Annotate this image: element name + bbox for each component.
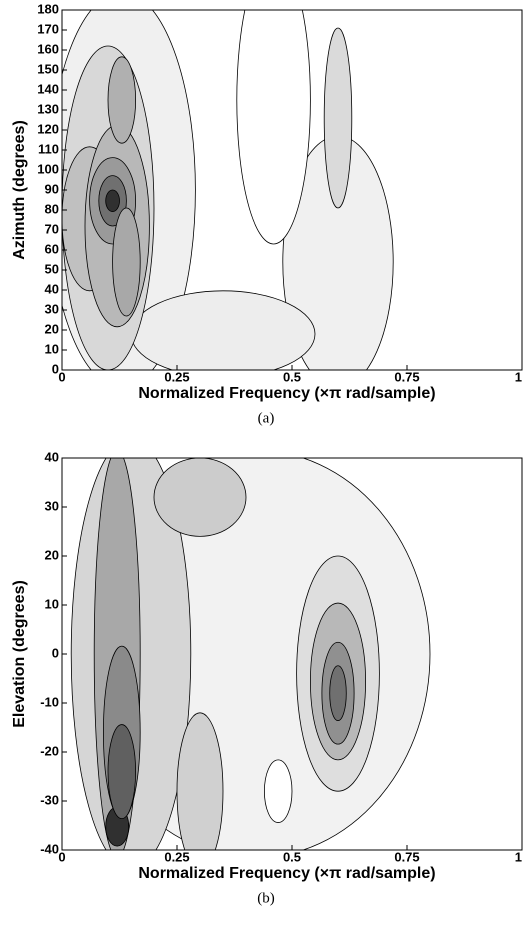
y-tick-label: 20 — [45, 547, 59, 562]
contour-region — [107, 724, 137, 820]
y-axis-label: Elevation (degrees) — [11, 580, 28, 728]
x-tick-label: 0.75 — [394, 369, 419, 384]
x-tick-label: 0 — [58, 369, 65, 384]
y-tick-label: 160 — [37, 41, 59, 56]
y-tick-label: 10 — [45, 341, 59, 356]
y-tick-label: 100 — [37, 161, 59, 176]
y-tick-label: 130 — [37, 101, 59, 116]
x-tick-label: 1 — [515, 369, 522, 384]
y-tick-label: 120 — [37, 121, 59, 136]
y-tick-label: 70 — [45, 221, 59, 236]
x-axis-label: Normalized Frequency (×π rad/sample) — [138, 385, 435, 402]
contour-region — [264, 759, 293, 823]
y-tick-label: -20 — [40, 743, 59, 758]
contour-region — [236, 10, 311, 245]
y-tick-label: 10 — [45, 596, 59, 611]
x-tick-label: 0.25 — [164, 849, 189, 864]
contour-field — [62, 10, 394, 370]
y-tick-label: 60 — [45, 241, 59, 256]
y-axis-label: Azimuth (degrees) — [11, 120, 28, 260]
contour-region — [329, 665, 347, 722]
y-tick-label: -30 — [40, 792, 59, 807]
contour-region — [105, 189, 120, 213]
y-tick-label: 140 — [37, 81, 59, 96]
x-tick-label: 0.25 — [164, 369, 189, 384]
contour-region — [176, 712, 224, 850]
y-tick-label: -10 — [40, 694, 59, 709]
contour-region — [323, 27, 353, 209]
x-tick-label: 0.75 — [394, 849, 419, 864]
caption: (a) — [258, 410, 275, 426]
y-tick-label: 110 — [38, 141, 59, 156]
y-tick-label: 170 — [37, 21, 59, 36]
x-tick-label: 0.5 — [283, 849, 301, 864]
y-tick-label: 90 — [45, 181, 59, 196]
contour-field — [70, 458, 431, 850]
y-tick-label: 40 — [45, 281, 59, 296]
x-tick-label: 0 — [58, 849, 65, 864]
y-tick-label: -40 — [40, 841, 59, 856]
y-tick-label: 30 — [45, 301, 59, 316]
contour-region — [130, 290, 316, 370]
y-tick-label: 150 — [37, 61, 59, 76]
y-tick-label: 80 — [45, 201, 59, 216]
contour-region — [107, 56, 137, 144]
y-tick-label: 0 — [52, 361, 59, 376]
x-tick-label: 1 — [515, 849, 522, 864]
contour-region — [112, 207, 141, 317]
y-tick-label: 50 — [45, 261, 59, 276]
y-tick-label: 20 — [45, 321, 59, 336]
y-tick-label: 0 — [52, 645, 59, 660]
x-tick-label: 0.5 — [283, 369, 301, 384]
x-axis-label: Normalized Frequency (×π rad/sample) — [138, 865, 435, 882]
y-tick-label: 180 — [37, 1, 59, 16]
contour-region — [153, 458, 247, 537]
y-tick-label: 40 — [45, 449, 59, 464]
caption: (b) — [257, 890, 275, 906]
y-tick-label: 30 — [45, 498, 59, 513]
